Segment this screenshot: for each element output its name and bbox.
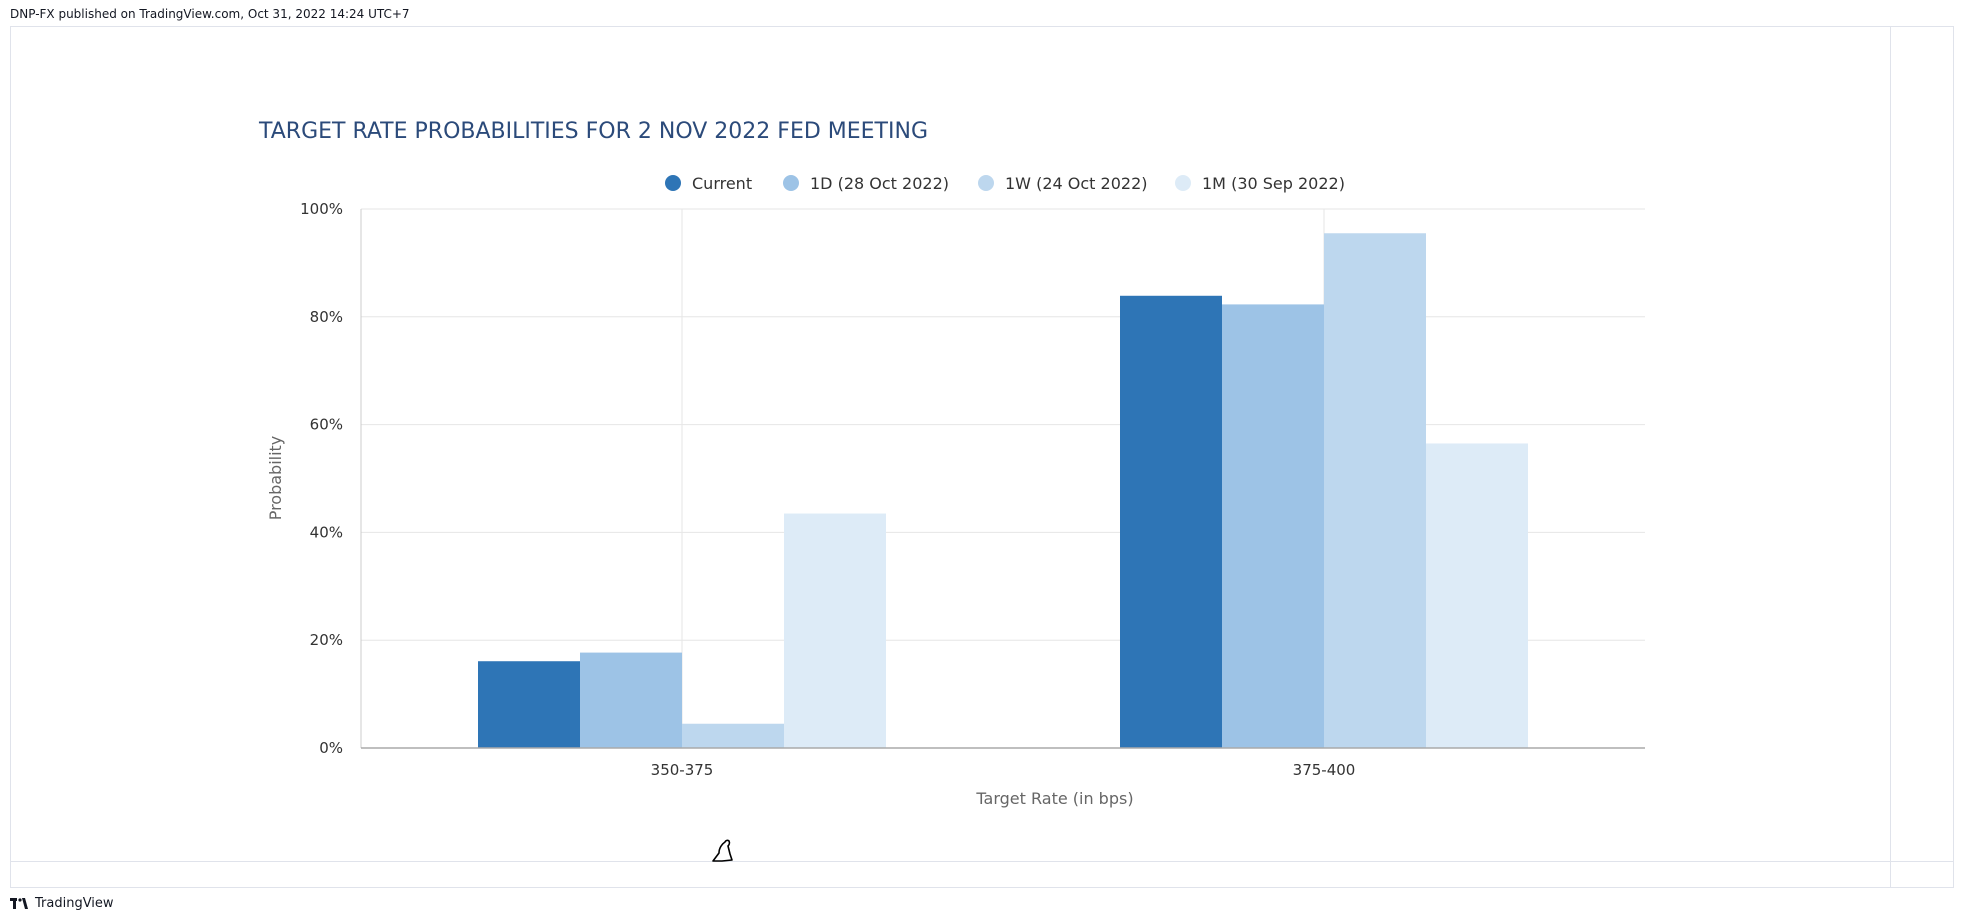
y-tick-label: 20% (310, 631, 343, 649)
chart-frame (10, 26, 1954, 888)
y-tick-label: 100% (300, 200, 343, 218)
bars (478, 233, 1528, 748)
tradingview-logo-icon (10, 897, 28, 909)
y-axis-title: Probability (266, 436, 285, 521)
bar (682, 723, 784, 748)
legend-entry: Current (692, 174, 752, 193)
y-tick-label: 60% (310, 416, 343, 434)
legend-marker (665, 175, 681, 191)
footer-brand: TradingView (35, 896, 114, 911)
y-tick-label: 40% (310, 523, 343, 541)
chart-title: TARGET RATE PROBABILITIES FOR 2 NOV 2022… (258, 119, 928, 144)
axes: 0% 20% 40% 60% 80% 100% 350-375 375-400 (300, 200, 1645, 779)
legend-entry: 1D (28 Oct 2022) (810, 174, 949, 193)
cursor-icon (712, 839, 733, 862)
bar (784, 513, 886, 748)
bar (1426, 443, 1528, 748)
bar (1324, 233, 1426, 748)
legend-marker (783, 175, 799, 191)
x-axis-title: Target Rate (in bps) (975, 789, 1133, 808)
footer: TradingView (10, 896, 114, 911)
x-tick-label: 375-400 (1293, 761, 1356, 779)
price-scale-divider (1890, 26, 1891, 888)
y-tick-label: 80% (310, 308, 343, 326)
bar (478, 661, 580, 748)
x-tick-label: 350-375 (651, 761, 714, 779)
time-scale-divider (10, 861, 1954, 862)
bar (1222, 304, 1324, 748)
legend-marker (1175, 175, 1191, 191)
publish-line: DNP-FX published on TradingView.com, Oct… (10, 7, 410, 21)
legend: Current 1D (28 Oct 2022) 1W (24 Oct 2022) 1… (665, 174, 1345, 193)
legend-entry: 1W (24 Oct 2022) (1005, 174, 1147, 193)
y-tick-label: 0% (319, 739, 343, 757)
legend-entry: 1M (30 Sep 2022) (1202, 174, 1345, 193)
legend-marker (978, 175, 994, 191)
bar (1120, 295, 1222, 748)
bar (580, 652, 682, 748)
